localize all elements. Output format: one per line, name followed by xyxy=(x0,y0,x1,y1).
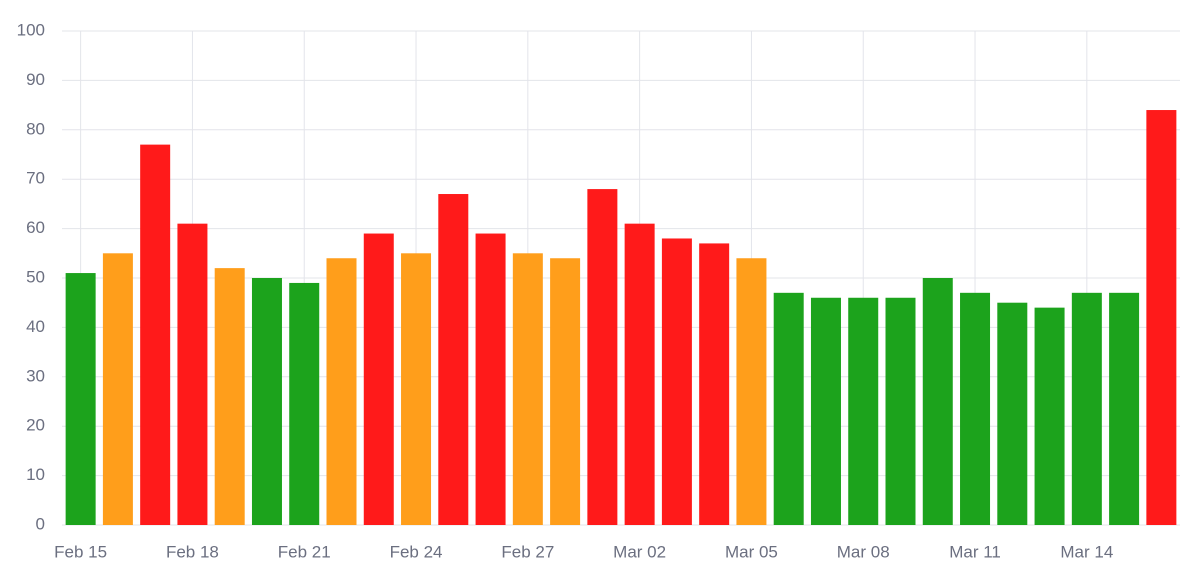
bar xyxy=(438,194,469,525)
bar xyxy=(1146,110,1177,525)
y-tick-label: 10 xyxy=(26,465,45,484)
y-tick-label: 40 xyxy=(26,317,45,336)
y-tick-label: 60 xyxy=(26,218,45,237)
bar xyxy=(1071,292,1102,525)
bar xyxy=(624,223,655,525)
bar xyxy=(214,268,245,525)
bar xyxy=(363,233,394,526)
bar xyxy=(810,297,841,525)
x-tick-label: Feb 24 xyxy=(390,542,443,561)
x-tick-label: Feb 15 xyxy=(54,542,107,561)
x-tick-label: Feb 21 xyxy=(278,542,331,561)
bar xyxy=(475,233,506,526)
bar xyxy=(1034,307,1065,525)
bar xyxy=(177,223,208,525)
x-tick-label: Mar 02 xyxy=(613,542,666,561)
bar xyxy=(326,258,357,525)
bar xyxy=(550,258,581,525)
bar xyxy=(773,292,804,525)
y-tick-label: 0 xyxy=(36,514,45,533)
x-tick-label: Mar 14 xyxy=(1060,542,1113,561)
x-tick-label: Feb 18 xyxy=(166,542,219,561)
bar xyxy=(922,278,953,525)
bar xyxy=(289,282,320,525)
y-tick-label: 50 xyxy=(26,267,45,286)
bar xyxy=(251,278,282,525)
x-tick-label: Mar 11 xyxy=(949,542,1001,561)
bar xyxy=(1109,292,1140,525)
bar xyxy=(699,243,730,526)
y-tick-label: 70 xyxy=(26,169,45,188)
bar xyxy=(102,253,133,526)
bar xyxy=(661,238,692,526)
bar xyxy=(885,297,916,525)
bar xyxy=(587,189,618,525)
y-tick-label: 30 xyxy=(26,366,45,385)
y-tick-label: 20 xyxy=(26,416,45,435)
x-tick-label: Mar 08 xyxy=(837,542,890,561)
bar xyxy=(401,253,432,526)
bar xyxy=(997,302,1028,525)
y-tick-label: 90 xyxy=(26,70,45,89)
bar xyxy=(140,144,171,525)
y-tick-label: 80 xyxy=(26,119,45,138)
bar xyxy=(65,273,96,525)
x-tick-label: Mar 05 xyxy=(725,542,778,561)
bar xyxy=(960,292,991,525)
bar xyxy=(512,253,543,526)
x-tick-label: Feb 27 xyxy=(501,542,554,561)
bar xyxy=(736,258,767,525)
y-tick-label: 100 xyxy=(17,20,45,39)
bar xyxy=(848,297,879,525)
